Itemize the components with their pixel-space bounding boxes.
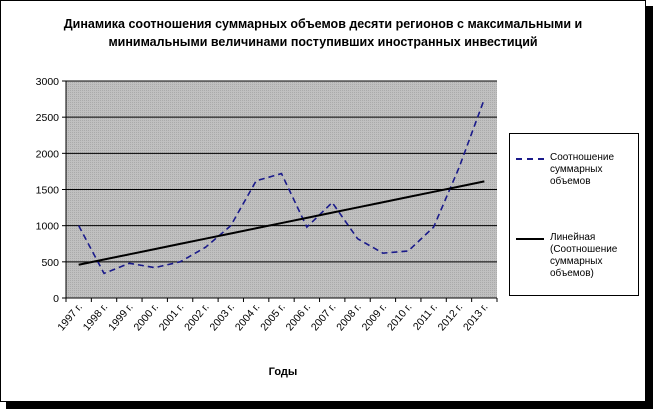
frame-shadow-bottom xyxy=(6,402,653,409)
line-chart: 0 500 1000 1500 2000 2500 3000 1997 г.1998 г.19… xyxy=(36,76,498,333)
legend-label-trend: Линейная (Соотношение суммарных объемов) xyxy=(550,232,618,279)
x-tick-label: 2007 г. xyxy=(309,301,339,333)
x-tick-label: 2003 г. xyxy=(207,301,237,333)
x-tick-label: 2012 г. xyxy=(436,301,466,333)
x-tick-label: 1998 г. xyxy=(81,301,111,333)
y-tick-label: 1000 xyxy=(36,221,60,233)
x-tick-label: 1997 г. xyxy=(55,301,85,333)
chart-title-line-1: Динамика соотношения суммарных объемов д… xyxy=(63,17,583,31)
x-tick-label: 2010 г. xyxy=(385,301,415,333)
legend-solid-line-key xyxy=(516,238,544,240)
y-tick-label: 1500 xyxy=(36,185,60,197)
x-tick-label: 2009 г. xyxy=(360,301,390,333)
x-tick-label: 2002 г. xyxy=(182,301,212,333)
chart-legend: Соотношение суммарных объемов Линейная (… xyxy=(509,133,639,296)
x-tick-label: 2005 г. xyxy=(258,301,288,333)
x-tick-label: 2001 г. xyxy=(157,301,187,333)
y-tick-label: 3000 xyxy=(36,76,60,88)
y-tick-label: 2500 xyxy=(36,112,60,124)
frame-shadow-right xyxy=(646,6,653,409)
x-axis-label: Годы xyxy=(268,366,298,378)
y-tick-label: 0 xyxy=(53,293,59,305)
x-tick-label: 2006 г. xyxy=(284,301,314,333)
x-tick-label: 2011 г. xyxy=(411,301,440,332)
legend-dashed-line-key xyxy=(516,158,544,160)
x-tick-label: 2004 г. xyxy=(233,301,263,333)
y-tick-label: 2000 xyxy=(36,148,60,160)
x-tick-label: 1999 г. xyxy=(106,301,136,333)
chart-title-line-2: минимальными величинами поступивших инос… xyxy=(108,35,538,49)
x-tick-label: 2013 г. xyxy=(461,301,491,333)
x-tick-label: 2000 г. xyxy=(131,301,161,333)
x-tick-label: 2008 г. xyxy=(334,301,364,333)
legend-label-ratio: Соотношение суммарных объемов xyxy=(550,152,615,187)
y-tick-label: 500 xyxy=(41,257,59,269)
